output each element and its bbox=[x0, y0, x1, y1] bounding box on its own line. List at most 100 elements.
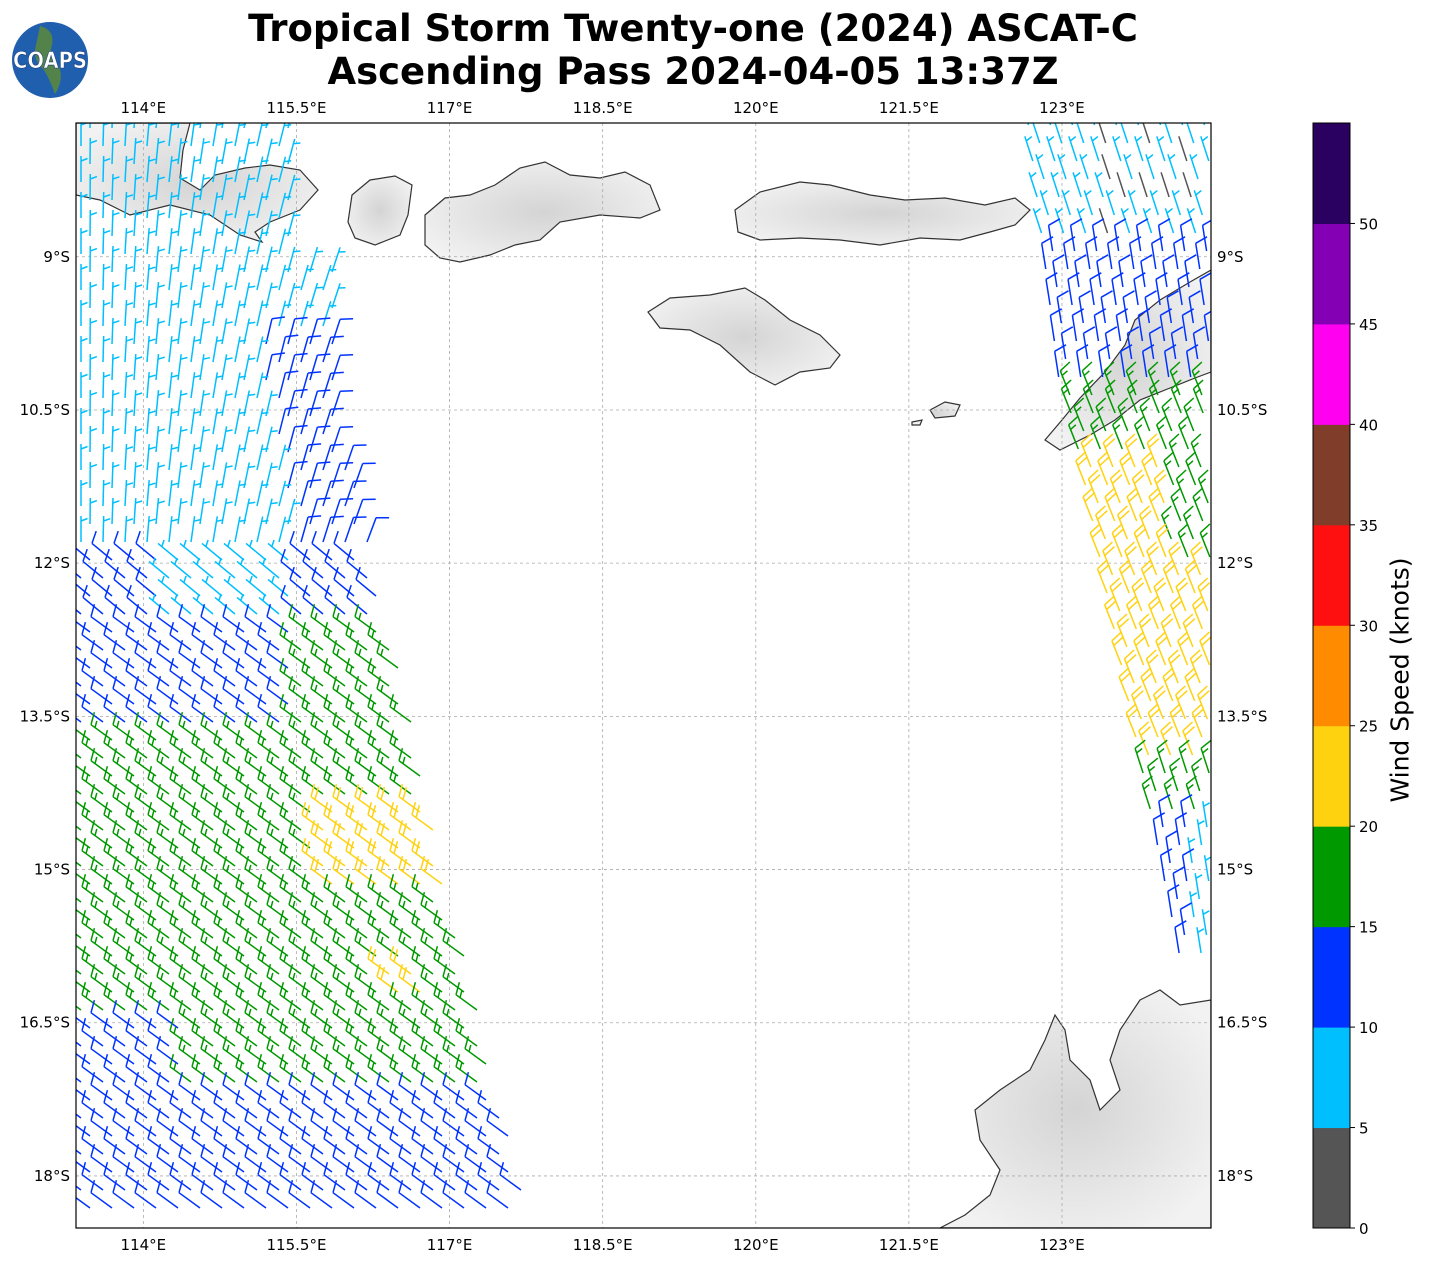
wind-barb bbox=[354, 784, 377, 813]
wind-barb bbox=[177, 138, 188, 165]
wind-barb bbox=[266, 1072, 289, 1101]
land-java-bali bbox=[76, 123, 319, 244]
wind-barb bbox=[155, 498, 166, 525]
wind-barb bbox=[266, 1180, 289, 1209]
wind-barb bbox=[200, 640, 223, 669]
wind-barb bbox=[1027, 123, 1030, 126]
wind-barb bbox=[1134, 136, 1144, 162]
wind-barb bbox=[279, 694, 302, 723]
wind-barb bbox=[104, 548, 126, 579]
wind-barb bbox=[112, 1036, 135, 1065]
wind-barb bbox=[1181, 308, 1195, 342]
wind-barb bbox=[134, 1180, 157, 1209]
land-sumba bbox=[647, 287, 841, 386]
wind-barb bbox=[331, 425, 354, 453]
wind-barb bbox=[257, 946, 280, 975]
wind-barb bbox=[112, 784, 135, 813]
wind-barb bbox=[1074, 254, 1087, 288]
wind-barb bbox=[301, 946, 324, 975]
wind-barb bbox=[354, 1108, 377, 1137]
wind-barb bbox=[103, 1162, 126, 1191]
wind-barb bbox=[300, 407, 322, 435]
wind-barb bbox=[1081, 361, 1093, 396]
land-flores bbox=[734, 181, 1031, 246]
wind-barb bbox=[134, 964, 157, 993]
wind-barb bbox=[287, 123, 291, 129]
wind-barb bbox=[1068, 415, 1079, 450]
wind-barb bbox=[81, 1018, 104, 1047]
wind-barb bbox=[1057, 154, 1067, 180]
wind-barb bbox=[147, 766, 170, 795]
wind-barb bbox=[177, 282, 188, 309]
wind-barb bbox=[367, 982, 390, 1011]
wind-barb bbox=[257, 802, 280, 831]
wind-barb bbox=[398, 892, 421, 921]
wind-barb bbox=[133, 426, 143, 453]
wind-barb bbox=[398, 1144, 421, 1173]
wind-barb bbox=[102, 299, 111, 327]
wind-barb bbox=[147, 658, 170, 687]
wind-barb bbox=[311, 566, 333, 597]
wind-barb bbox=[212, 480, 224, 507]
wind-barb bbox=[1052, 254, 1065, 288]
wind-barb bbox=[1089, 272, 1102, 306]
wind-barb bbox=[125, 1054, 148, 1083]
wind-barb bbox=[111, 209, 120, 237]
wind-barb bbox=[1145, 154, 1155, 180]
wind-barb bbox=[90, 1108, 113, 1137]
wind-barb bbox=[279, 766, 302, 795]
wind-barb bbox=[287, 138, 301, 165]
wind-barb bbox=[221, 246, 233, 273]
wind-barb bbox=[1075, 451, 1088, 486]
wind-barb bbox=[1120, 208, 1131, 234]
wind-barb bbox=[133, 210, 143, 237]
land-sumbawa bbox=[424, 161, 661, 263]
wind-barb bbox=[1197, 577, 1211, 612]
wind-barb bbox=[156, 748, 179, 777]
wind-barb bbox=[1156, 136, 1166, 162]
wind-barb bbox=[310, 1000, 333, 1029]
wind-barb bbox=[81, 1126, 104, 1155]
wind-barb bbox=[288, 1036, 311, 1065]
wind-barb bbox=[310, 820, 333, 849]
wind-barb bbox=[221, 354, 233, 381]
wind-barb bbox=[244, 712, 267, 741]
wind-barb bbox=[134, 820, 157, 849]
wind-barb bbox=[300, 371, 322, 399]
wind-barb bbox=[112, 928, 135, 957]
wind-barb bbox=[1061, 190, 1072, 216]
wind-barb bbox=[81, 766, 104, 795]
lat-tick-label: 16.5°S bbox=[20, 1014, 70, 1032]
wind-barb bbox=[1079, 154, 1089, 180]
wind-barb bbox=[323, 766, 346, 795]
wind-barb bbox=[257, 694, 280, 723]
wind-barb bbox=[486, 1180, 509, 1209]
wind-barb bbox=[221, 462, 233, 489]
wind-barb bbox=[112, 1108, 135, 1137]
wind-barb bbox=[1199, 272, 1211, 306]
wind-barb bbox=[1153, 469, 1167, 504]
wind-barb bbox=[265, 462, 278, 489]
wind-barb bbox=[1194, 873, 1203, 900]
wind-barb bbox=[191, 1090, 214, 1119]
wind-barb bbox=[156, 1000, 179, 1029]
wind-barb bbox=[89, 425, 98, 453]
wind-barb bbox=[234, 300, 247, 327]
wind-barb bbox=[234, 444, 247, 471]
wind-barb bbox=[257, 622, 280, 651]
svg-text:COAPS: COAPS bbox=[13, 49, 87, 74]
wind-barb bbox=[442, 1108, 465, 1137]
wind-barb bbox=[1174, 920, 1187, 954]
wind-barb bbox=[169, 946, 192, 975]
wind-barb bbox=[155, 123, 158, 129]
wind-barb bbox=[1098, 123, 1107, 144]
wind-barb bbox=[190, 336, 201, 363]
wind-barb bbox=[76, 1185, 82, 1191]
wind-barb bbox=[367, 1126, 390, 1155]
wind-barb bbox=[1096, 254, 1109, 288]
wind-barb bbox=[89, 173, 98, 201]
wind-barb bbox=[1125, 361, 1137, 396]
wind-barb bbox=[235, 1162, 258, 1191]
wind-barb bbox=[266, 748, 289, 777]
wind-barb bbox=[90, 1072, 113, 1101]
